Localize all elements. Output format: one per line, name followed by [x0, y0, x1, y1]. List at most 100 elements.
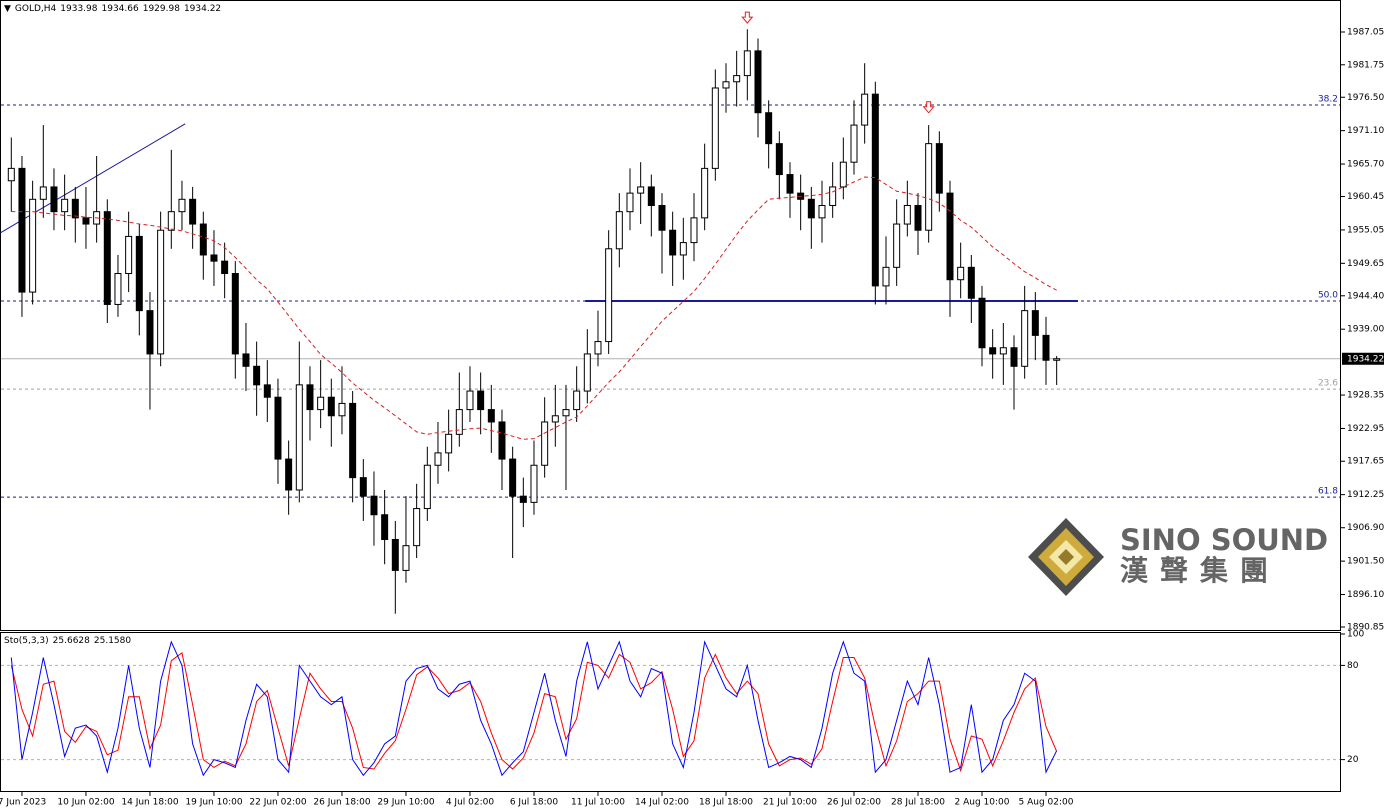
- candle-body: [39, 186, 47, 200]
- candle-body: [167, 211, 175, 231]
- x-tick-label: 18 Jul 18:00: [699, 798, 753, 808]
- y-tick-label: 1981.75: [1347, 60, 1384, 70]
- x-tick-label: 10 Jun 02:00: [57, 798, 114, 808]
- candle-body: [551, 415, 559, 423]
- candle-body: [1021, 310, 1029, 367]
- candle-body: [50, 186, 58, 213]
- candle-body: [1010, 347, 1018, 367]
- candle-body: [679, 242, 687, 256]
- stoch-panel: [0, 632, 1341, 792]
- candle-body: [466, 390, 474, 411]
- price-box-label: 1934.22: [1347, 354, 1384, 364]
- y-tick-label: 1944.40: [1347, 291, 1384, 301]
- candle-body: [370, 495, 378, 516]
- candle-body: [253, 365, 261, 386]
- x-tick-label: 29 Jun 10:00: [377, 798, 434, 808]
- candle-body: [445, 433, 453, 454]
- candle-body: [594, 341, 602, 355]
- fib-label: 38.2: [1318, 94, 1338, 104]
- candle-body: [925, 143, 933, 231]
- candle-body: [455, 409, 463, 435]
- candle-body: [317, 396, 325, 411]
- candle-body: [509, 458, 517, 497]
- y-tick-label: 1896.10: [1347, 590, 1384, 600]
- y-tick-label: 1922.95: [1347, 424, 1384, 434]
- candle-body: [978, 297, 986, 349]
- candle-body: [989, 347, 997, 355]
- candle-body: [583, 353, 591, 392]
- candle-body: [754, 50, 762, 114]
- candle-body: [71, 198, 79, 219]
- y-tick-label: 1949.65: [1347, 259, 1384, 269]
- x-tick-label: 26 Jul 02:00: [827, 798, 881, 808]
- logo-chinese: 漢聲集團: [1120, 554, 1280, 587]
- candle-body: [711, 87, 719, 169]
- stoch-header: Sto(5,3,3) 25.6628 25.1580: [4, 636, 139, 646]
- candle-body: [199, 223, 207, 256]
- y-tick-label: 1912.25: [1347, 490, 1384, 500]
- candle-body: [381, 514, 389, 540]
- candle-body: [1053, 358, 1061, 361]
- x-tick-label: 5 Aug 02:00: [1019, 798, 1074, 808]
- x-tick-label: 2 Aug 10:00: [955, 798, 1010, 808]
- stoch-line: [10, 640, 1058, 777]
- candle-body: [733, 75, 741, 83]
- candle-body: [722, 81, 730, 89]
- fib-label: 50.0: [1318, 291, 1338, 301]
- candle-body: [221, 260, 229, 275]
- ohlc-high: 1934.66: [101, 4, 139, 14]
- y-tick-label: 100: [1347, 630, 1364, 640]
- candle-body: [157, 229, 165, 355]
- moving-average: [11, 176, 1057, 440]
- candle-body: [1042, 334, 1050, 361]
- candle-body: [786, 174, 794, 194]
- candle-body: [957, 266, 965, 281]
- y-tick-label: 20: [1347, 755, 1359, 765]
- stoch-signal-value: 25.1580: [93, 636, 132, 646]
- candle-body: [530, 464, 538, 503]
- y-tick-label: 1965.70: [1347, 160, 1384, 170]
- x-tick-label: 11 Jul 10:00: [571, 798, 625, 808]
- candle-body: [615, 211, 623, 250]
- candle-body: [135, 235, 143, 312]
- y-tick-label: 1901.50: [1347, 557, 1384, 567]
- header-glyph: ▼: [4, 4, 11, 14]
- candle-body: [519, 495, 527, 503]
- candle-body: [434, 452, 442, 466]
- y-tick-label: 1987.05: [1347, 28, 1384, 38]
- candle-body: [999, 347, 1007, 355]
- y-tick-label: 1939.00: [1347, 325, 1384, 335]
- arrow-marker: [741, 11, 754, 24]
- candle-body: [423, 464, 431, 510]
- fib-label: 23.6: [1318, 379, 1338, 389]
- candle-body: [818, 204, 826, 219]
- stoch-title: Sto(5,3,3): [4, 636, 49, 646]
- candle-body: [850, 124, 858, 163]
- candle-body: [775, 143, 783, 176]
- candle-body: [701, 167, 709, 219]
- y-tick-label: 1955.05: [1347, 225, 1384, 235]
- x-tick-label: 7 Jun 2023: [0, 798, 46, 808]
- x-tick-label: 26 Jun 18:00: [313, 798, 370, 808]
- logo: SINO SOUND 漢聲集團: [1028, 518, 1328, 596]
- candle-body: [114, 273, 122, 305]
- candle-body: [626, 192, 634, 213]
- candle-body: [562, 409, 570, 417]
- candle-body: [349, 402, 357, 479]
- candle-body: [285, 458, 293, 491]
- candle-body: [231, 273, 239, 355]
- candle-body: [861, 93, 869, 126]
- candle-body: [146, 310, 154, 355]
- candle-body: [765, 112, 773, 145]
- header-ohlc: 1933.98 1934.66 1929.98 1934.22: [60, 4, 225, 14]
- candle-body: [573, 390, 581, 411]
- candle-body: [647, 186, 655, 206]
- candle-body: [690, 217, 698, 244]
- x-tick-label: 19 Jun 10:00: [185, 798, 242, 808]
- y-tick-label: 80: [1347, 661, 1359, 671]
- ohlc-close: 1934.22: [183, 4, 222, 14]
- y-tick-label: 1917.65: [1347, 457, 1384, 467]
- candle-body: [29, 198, 37, 293]
- candle-body: [82, 217, 90, 225]
